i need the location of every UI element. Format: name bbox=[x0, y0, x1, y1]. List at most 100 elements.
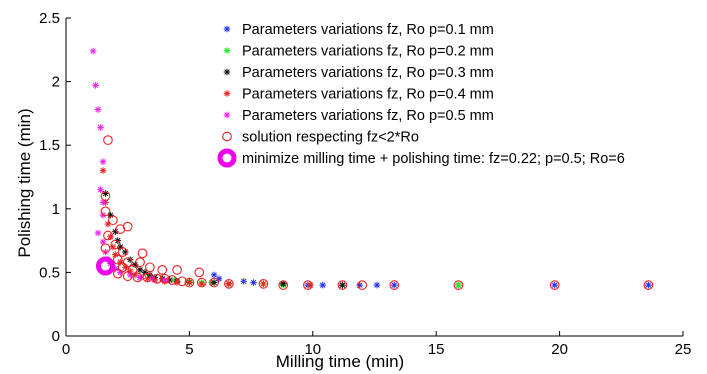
series-4-point bbox=[94, 106, 102, 113]
series-5-point bbox=[177, 276, 187, 287]
series-5-point bbox=[135, 257, 145, 268]
series-0-point bbox=[319, 281, 326, 289]
series-5-point bbox=[122, 221, 133, 232]
series-5-point bbox=[137, 248, 148, 259]
series-5-point bbox=[103, 135, 113, 145]
series-0-point bbox=[390, 281, 398, 289]
x-tick-label: 10 bbox=[304, 341, 321, 358]
series-5-point bbox=[108, 215, 118, 226]
series-5-point bbox=[117, 262, 128, 273]
x-tick-label: 15 bbox=[428, 341, 445, 358]
series-5-point bbox=[152, 273, 163, 284]
series-2-point bbox=[279, 280, 287, 288]
series-4-point bbox=[161, 276, 169, 284]
series-5-point bbox=[110, 239, 121, 250]
series-5-point bbox=[549, 280, 560, 290]
y-tick-label: 2.5 bbox=[39, 10, 60, 27]
series-5-point bbox=[194, 267, 205, 278]
series-5-point bbox=[184, 277, 195, 288]
series-5-point bbox=[103, 230, 113, 241]
series-5-point bbox=[258, 278, 269, 289]
series-2-point bbox=[102, 190, 109, 197]
series-0-point bbox=[645, 281, 652, 289]
series-5-point bbox=[357, 280, 368, 290]
series-2-point bbox=[136, 266, 144, 274]
legend: Parameters variations fz, Ro p=0.1 mm Par… bbox=[217, 22, 625, 168]
series-5-point bbox=[100, 206, 111, 217]
series-5-point bbox=[145, 262, 155, 273]
legend-marker-0 bbox=[223, 25, 231, 33]
legend-marker-2 bbox=[223, 68, 231, 76]
series-3-point bbox=[260, 280, 267, 288]
y-tick-label: 1 bbox=[52, 201, 60, 218]
series-5-point bbox=[278, 280, 289, 290]
series-6-point bbox=[95, 256, 115, 276]
y-axis-label: Polishing time (min) bbox=[15, 108, 34, 257]
legend-entry-3: Parameters variations fz, Ro p=0.4 mm bbox=[242, 87, 494, 103]
y-tick-label: 1.5 bbox=[39, 137, 60, 154]
series-5-point bbox=[132, 272, 143, 283]
legend-marker-3 bbox=[223, 90, 231, 97]
legend-marker-1 bbox=[223, 47, 231, 54]
legend-marker-4 bbox=[223, 111, 231, 119]
series-3-point bbox=[225, 280, 233, 288]
series-3-point bbox=[99, 167, 107, 174]
series-3-point bbox=[186, 279, 193, 286]
series-5-point bbox=[389, 280, 400, 290]
axes: 0 5 10 15 20 25 0 0.5 1 1.5 2 2.5 bbox=[39, 10, 691, 358]
x-tick-label: 5 bbox=[185, 341, 193, 358]
series-0-point bbox=[210, 271, 218, 279]
series-4-point bbox=[94, 229, 102, 237]
series-5-point bbox=[142, 272, 153, 283]
series-5-point bbox=[337, 280, 348, 290]
legend-entry-2: Parameters variations fz, Ro p=0.3 mm bbox=[242, 65, 494, 81]
series-5-point bbox=[224, 278, 234, 289]
x-tick-label: 20 bbox=[551, 341, 568, 358]
series-3-point bbox=[198, 280, 206, 288]
series-5-point bbox=[100, 191, 111, 201]
series-5-point bbox=[117, 247, 128, 257]
series-0-point bbox=[373, 281, 381, 289]
series-5-point bbox=[303, 280, 313, 290]
series-2-point bbox=[131, 261, 139, 269]
series-0-point bbox=[240, 278, 247, 285]
series-4-point bbox=[92, 82, 99, 89]
series-4-point bbox=[89, 47, 97, 55]
y-tick-label: 2 bbox=[52, 74, 60, 91]
legend-entry-5: solution respecting fz<2*Ro bbox=[242, 130, 419, 146]
series-5-point bbox=[167, 275, 177, 285]
series-4-point bbox=[97, 124, 104, 131]
legend-entry-4: Parameters variations fz, Ro p=0.5 mm bbox=[242, 108, 494, 124]
x-axis-label: Milling time (min) bbox=[276, 352, 404, 371]
y-tick-label: 0.5 bbox=[39, 264, 60, 281]
y-tick-label: 0 bbox=[52, 328, 60, 345]
series-0-point bbox=[551, 281, 558, 289]
legend-entry-1: Parameters variations fz, Ro p=0.2 mm bbox=[242, 44, 494, 60]
series-5-point bbox=[209, 277, 219, 288]
series-2-point bbox=[210, 279, 218, 286]
legend-entry-6: minimize milling time + polishing time: … bbox=[242, 151, 625, 167]
series-3-point bbox=[112, 251, 119, 258]
series-5-point bbox=[643, 280, 654, 290]
series-5-point bbox=[196, 277, 207, 288]
series-5-point bbox=[112, 268, 123, 279]
series-4-point bbox=[99, 238, 107, 246]
legend-marker-6 bbox=[217, 148, 237, 168]
series-2-point bbox=[116, 243, 124, 251]
legend-marker-5 bbox=[222, 131, 232, 142]
series-5-point bbox=[112, 254, 123, 265]
series-5-point bbox=[100, 243, 111, 254]
data-points bbox=[89, 47, 654, 290]
series-5-point bbox=[127, 265, 138, 275]
series-5-point bbox=[122, 271, 133, 282]
series-0-point bbox=[250, 279, 257, 286]
series-5-point bbox=[157, 265, 168, 275]
series-2-point bbox=[339, 281, 346, 289]
series-5-point bbox=[122, 257, 133, 268]
series-5-point bbox=[172, 265, 182, 275]
legend-entry-0: Parameters variations fz, Ro p=0.1 mm bbox=[242, 22, 494, 38]
series-5-point bbox=[453, 280, 464, 290]
